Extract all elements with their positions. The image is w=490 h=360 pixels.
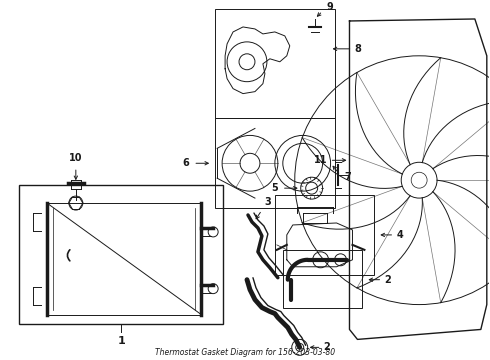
Text: 6: 6 <box>183 158 189 168</box>
Text: 10: 10 <box>69 153 83 163</box>
Text: 1: 1 <box>117 336 125 346</box>
Text: 9: 9 <box>327 2 333 12</box>
Text: 2: 2 <box>323 342 330 352</box>
Text: Thermostat Gasket Diagram for 156-203-03-80: Thermostat Gasket Diagram for 156-203-03… <box>155 348 335 357</box>
Bar <box>215 9 335 118</box>
Bar <box>19 185 223 324</box>
Bar <box>283 250 363 307</box>
Bar <box>215 118 335 208</box>
Text: 3: 3 <box>264 197 270 207</box>
Text: 5: 5 <box>271 183 278 193</box>
Text: 2: 2 <box>384 275 391 285</box>
Bar <box>47 203 201 315</box>
Text: 4: 4 <box>396 230 403 240</box>
Text: 8: 8 <box>354 44 361 54</box>
Bar <box>275 195 374 275</box>
Text: 7: 7 <box>344 172 351 182</box>
Text: 11: 11 <box>314 155 328 165</box>
